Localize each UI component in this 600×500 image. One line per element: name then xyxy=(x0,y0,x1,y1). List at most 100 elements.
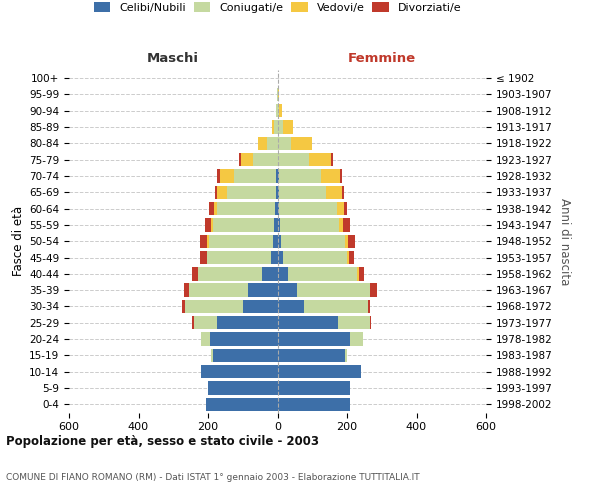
Bar xyxy=(213,348,277,362)
Bar xyxy=(271,251,277,264)
Bar xyxy=(279,104,282,118)
Bar xyxy=(208,234,209,248)
Bar xyxy=(277,251,283,264)
Bar xyxy=(206,398,277,411)
Bar xyxy=(184,284,189,297)
Bar xyxy=(277,284,296,297)
Bar xyxy=(201,332,210,346)
Bar xyxy=(213,218,274,232)
Bar xyxy=(277,332,350,346)
Bar xyxy=(217,186,227,199)
Bar xyxy=(277,218,280,232)
Bar xyxy=(276,186,277,199)
Bar xyxy=(207,251,271,264)
Bar xyxy=(280,218,340,232)
Bar xyxy=(193,316,194,330)
Bar xyxy=(277,300,304,313)
Bar xyxy=(296,284,370,297)
Bar xyxy=(358,267,359,280)
Bar xyxy=(277,88,278,101)
Bar xyxy=(253,153,277,166)
Bar xyxy=(272,120,274,134)
Bar xyxy=(277,234,281,248)
Bar xyxy=(208,382,277,394)
Bar xyxy=(211,218,213,232)
Bar xyxy=(277,382,350,394)
Bar xyxy=(243,300,277,313)
Text: Popolazione per età, sesso e stato civile - 2003: Popolazione per età, sesso e stato civil… xyxy=(6,435,319,448)
Bar xyxy=(209,202,214,215)
Bar xyxy=(348,234,355,248)
Bar xyxy=(342,186,344,199)
Bar xyxy=(344,202,347,215)
Bar xyxy=(274,234,277,248)
Bar xyxy=(350,332,362,346)
Bar xyxy=(277,398,350,411)
Bar xyxy=(277,365,361,378)
Bar xyxy=(182,300,185,313)
Bar xyxy=(279,186,326,199)
Bar xyxy=(200,251,207,264)
Bar xyxy=(209,234,274,248)
Bar xyxy=(279,202,337,215)
Bar xyxy=(277,170,279,182)
Bar xyxy=(345,234,348,248)
Bar xyxy=(331,153,333,166)
Bar xyxy=(185,300,243,313)
Bar xyxy=(262,267,277,280)
Y-axis label: Fasce di età: Fasce di età xyxy=(12,206,25,276)
Bar xyxy=(276,170,277,182)
Bar xyxy=(277,153,309,166)
Bar xyxy=(220,170,234,182)
Bar xyxy=(277,186,279,199)
Bar xyxy=(326,186,342,199)
Bar xyxy=(189,284,248,297)
Bar xyxy=(337,202,344,215)
Text: Femmine: Femmine xyxy=(347,52,416,65)
Bar xyxy=(278,88,279,101)
Bar xyxy=(277,267,288,280)
Bar xyxy=(277,136,292,150)
Bar xyxy=(201,365,277,378)
Bar xyxy=(210,332,277,346)
Legend: Celibi/Nubili, Coniugati/e, Vedovi/e, Divorziati/e: Celibi/Nubili, Coniugati/e, Vedovi/e, Di… xyxy=(91,0,464,15)
Bar xyxy=(197,267,262,280)
Bar xyxy=(193,267,197,280)
Bar xyxy=(340,170,342,182)
Bar xyxy=(288,267,358,280)
Bar xyxy=(274,120,277,134)
Bar xyxy=(359,267,364,280)
Bar xyxy=(234,170,276,182)
Bar xyxy=(277,348,345,362)
Bar xyxy=(259,136,267,150)
Bar xyxy=(321,170,340,182)
Bar xyxy=(279,170,321,182)
Bar xyxy=(292,136,312,150)
Bar xyxy=(200,234,208,248)
Bar xyxy=(217,170,220,182)
Bar xyxy=(304,300,368,313)
Bar xyxy=(281,234,345,248)
Bar xyxy=(276,104,277,118)
Bar xyxy=(217,202,275,215)
Bar xyxy=(217,316,277,330)
Bar xyxy=(277,202,279,215)
Bar xyxy=(345,348,347,362)
Bar xyxy=(205,218,211,232)
Bar xyxy=(343,218,350,232)
Bar xyxy=(370,284,377,297)
Y-axis label: Anni di nascita: Anni di nascita xyxy=(558,198,571,285)
Bar xyxy=(194,316,217,330)
Bar xyxy=(347,251,349,264)
Bar xyxy=(215,186,217,199)
Bar xyxy=(241,153,253,166)
Text: COMUNE DI FIANO ROMANO (RM) - Dati ISTAT 1° gennaio 2003 - Elaborazione TUTTITAL: COMUNE DI FIANO ROMANO (RM) - Dati ISTAT… xyxy=(6,472,419,482)
Text: Maschi: Maschi xyxy=(147,52,199,65)
Bar xyxy=(368,300,370,313)
Bar xyxy=(239,153,241,166)
Bar xyxy=(283,251,347,264)
Bar xyxy=(211,348,213,362)
Bar xyxy=(338,316,370,330)
Bar xyxy=(275,202,277,215)
Bar xyxy=(283,120,293,134)
